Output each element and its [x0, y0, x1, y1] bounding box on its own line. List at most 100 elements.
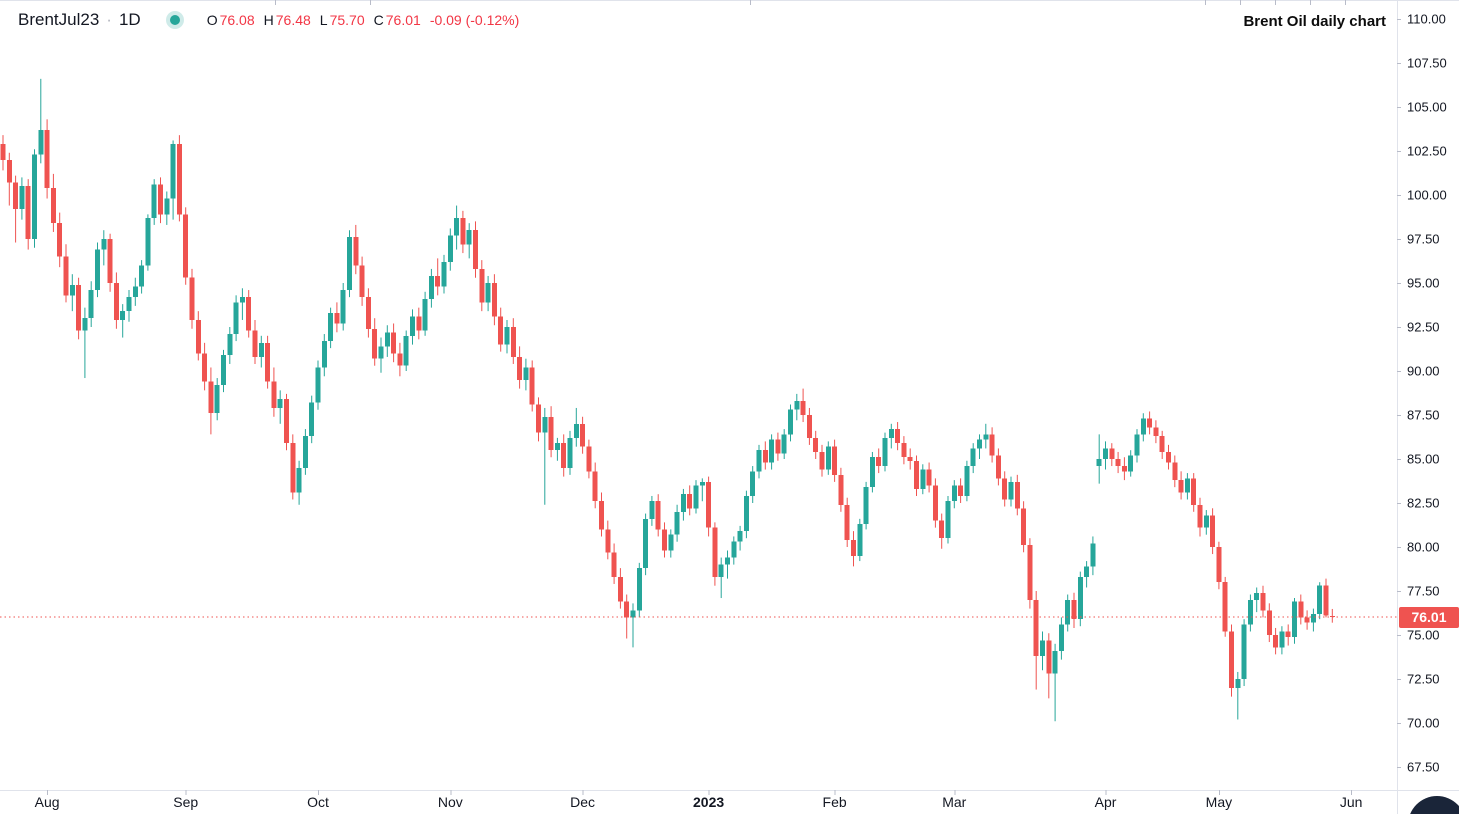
candle-body [19, 186, 25, 210]
candle-body [706, 481, 712, 528]
candle-body [1027, 545, 1033, 600]
interval-label[interactable]: 1D [118, 10, 141, 29]
candle-body [1260, 592, 1266, 611]
candle-body [416, 316, 422, 331]
candle-body [882, 437, 888, 467]
candle-body [454, 217, 460, 236]
broker-logo-button[interactable] [1408, 796, 1459, 814]
candle-body [158, 184, 163, 215]
candle-body [202, 353, 208, 382]
candle-body [1008, 481, 1014, 500]
candle-body [466, 230, 472, 245]
chart-legend: BrentJul23 · 1D O 76.08 H 76.48 L 75.70 … [18, 7, 519, 33]
candle-body [1040, 640, 1045, 657]
candle-body [1310, 613, 1316, 623]
candle-body [132, 286, 138, 298]
candle-body [1172, 462, 1178, 481]
candle-body [1033, 599, 1039, 657]
price-tick-label: 100.00 [1407, 187, 1447, 203]
time-axis[interactable]: Aug Sep Oct Nov Dec 2023 Feb Mar Apr May Jun [0, 790, 1459, 814]
candle-body [580, 423, 586, 447]
candle-body [1210, 515, 1216, 547]
candle-body [617, 576, 623, 602]
candle-body [1077, 576, 1083, 620]
candle-body [1292, 601, 1297, 637]
candle-body [378, 346, 384, 359]
candle-body [384, 332, 390, 347]
candle-body [529, 367, 535, 405]
candle-body [1128, 455, 1134, 472]
price-tick-label: 95.00 [1407, 275, 1440, 291]
candle-body [485, 283, 491, 303]
time-tick-label: 2023 [693, 794, 725, 810]
price-tick-label: 82.50 [1407, 495, 1440, 511]
series-dot-icon[interactable] [165, 10, 185, 30]
candle-body [611, 552, 617, 577]
candle-body [1090, 543, 1096, 567]
candle-body [542, 416, 548, 433]
candle-body [914, 460, 919, 489]
candle-body [1115, 459, 1121, 467]
candle-body [743, 495, 749, 532]
price-tick-label: 70.00 [1407, 715, 1440, 731]
high-value: 76.48 [275, 12, 311, 28]
candle-body [221, 355, 226, 386]
candle-body [510, 327, 516, 357]
candle-body [1216, 547, 1222, 583]
candle-body [1121, 466, 1127, 472]
candle-body [1147, 418, 1153, 428]
price-tick-label: 67.50 [1407, 759, 1440, 775]
price-axis[interactable]: 110.00 107.50 105.00 102.50 100.00 97.50 95.00… [1397, 0, 1459, 790]
change-value: -0.09 (-0.12%) [429, 12, 520, 28]
candle-body [907, 457, 913, 461]
candle-body [800, 400, 806, 415]
candle-body [447, 235, 453, 262]
candle-body [1140, 418, 1146, 435]
candle-body [372, 328, 378, 359]
candle-body [208, 381, 214, 414]
high-label: H [263, 12, 274, 28]
candle-body [1052, 650, 1058, 674]
candle-body [586, 446, 592, 472]
candle-body [233, 302, 239, 335]
candle-body [1014, 481, 1020, 509]
candle-body [1317, 585, 1323, 614]
candle-body [1065, 599, 1071, 625]
candle-body [265, 342, 271, 382]
candle-body [851, 539, 856, 556]
time-tick-label: Feb [822, 794, 847, 810]
candle-body [951, 485, 957, 502]
candle-body [643, 518, 649, 569]
candle-body [365, 297, 371, 329]
candle-body [69, 284, 75, 296]
candle-body [1084, 566, 1090, 577]
candle-body [554, 443, 560, 451]
candle-body [473, 230, 478, 269]
candle-body [252, 330, 258, 357]
candle-body [599, 501, 604, 530]
time-tick-label: Nov [437, 794, 463, 810]
price-tick-label: 77.50 [1407, 583, 1440, 599]
price-tick-label: 105.00 [1407, 99, 1447, 115]
candle-body [6, 159, 12, 183]
symbol-name[interactable]: BrentJul23 [18, 10, 100, 29]
candle-body [1002, 478, 1008, 500]
candle-body [57, 223, 63, 257]
candlestick-series [0, 78, 1335, 722]
candle-body [1203, 515, 1209, 528]
candle-body [1191, 478, 1197, 505]
candle-body [284, 399, 289, 444]
candle-body [680, 494, 686, 512]
candle-body [592, 471, 598, 502]
price-tick-label: 97.50 [1407, 231, 1440, 247]
candle-body [1247, 599, 1253, 625]
candle-body [895, 429, 901, 444]
price-tick-label: 90.00 [1407, 363, 1440, 379]
candle-body [25, 186, 31, 239]
candle-body [693, 485, 699, 509]
open-label: O [206, 12, 218, 28]
candle-body [813, 437, 819, 452]
candle-body [1134, 434, 1140, 456]
candle-body [214, 385, 220, 414]
